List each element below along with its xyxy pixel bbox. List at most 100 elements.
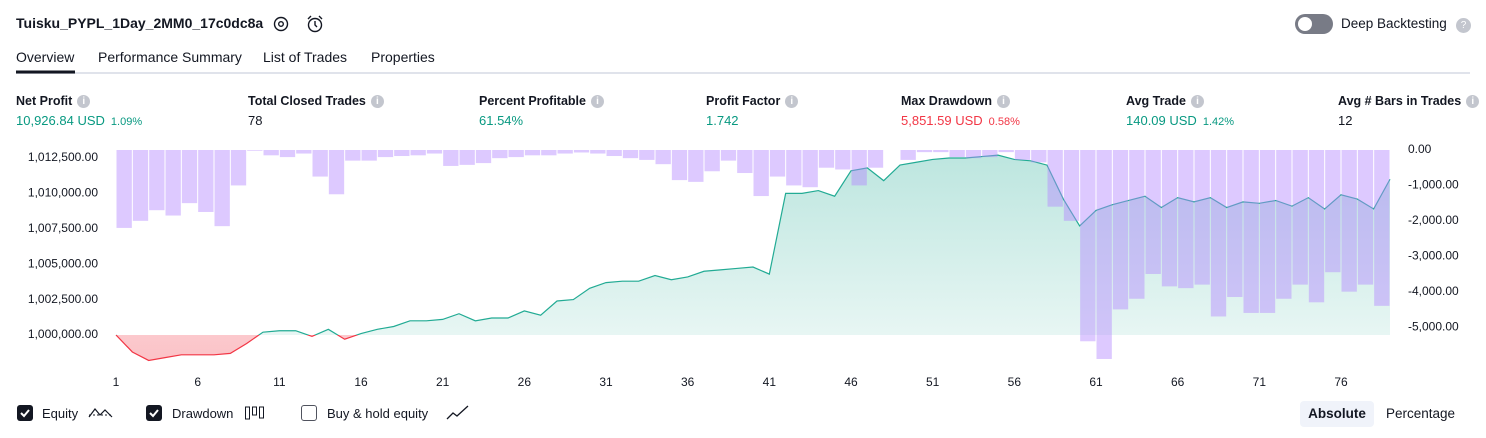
x-tick-label: 71 [1253, 375, 1267, 389]
info-icon[interactable]: i [370, 95, 384, 108]
metric-value-text: 12 [1338, 113, 1353, 128]
equity-checkbox[interactable] [17, 405, 33, 421]
toggle-label: Deep Backtesting [1341, 16, 1447, 31]
x-tick-label: 46 [844, 375, 858, 389]
drawdown-bar [1178, 150, 1194, 289]
x-tick-label: 76 [1334, 375, 1348, 389]
drawdown-bar [1259, 150, 1276, 313]
drawdown-bar [410, 150, 426, 156]
drawdown-bar [443, 150, 459, 166]
drawdown-bar [116, 150, 132, 228]
metric-value: 61.54% [479, 113, 523, 128]
drawdown-bar [541, 150, 557, 156]
drawdown-bar [247, 150, 263, 151]
tab[interactable]: List of Trades [263, 49, 348, 65]
drawdown-bar [1112, 150, 1129, 310]
metric-label: Max Drawdown i [901, 94, 1010, 108]
drawdown-bar [345, 150, 361, 161]
metric-value-text: 10,926.84 USD [16, 113, 105, 128]
metric-label-text: Max Drawdown [901, 94, 992, 108]
tab[interactable]: Performance Summary [98, 49, 242, 65]
drawdown-bar [230, 150, 247, 186]
y2-tick-label: -4,000.00 [1408, 284, 1459, 298]
metric-label: Percent Profitable i [479, 94, 604, 108]
info-icon[interactable]: i [997, 95, 1010, 108]
drawdown-bar [132, 150, 149, 221]
buy-hold-icon [446, 405, 469, 420]
drawdown-bar [933, 150, 949, 153]
x-tick-label: 51 [926, 375, 940, 389]
drawdown-bar [1063, 150, 1080, 221]
drawdown-bar [524, 150, 541, 156]
drawdown-bar [916, 150, 933, 153]
metric-value-text: 140.09 USD [1126, 113, 1197, 128]
drawdown-bar [328, 150, 345, 195]
x-tick-label: 1 [113, 375, 120, 389]
drawdown-bar [851, 150, 867, 186]
drawdown-bar [508, 150, 524, 158]
metric-value: 1.742 [706, 113, 739, 128]
drawdown-bar [296, 150, 312, 154]
info-icon[interactable]: i [77, 95, 91, 108]
y-tick-label: 1,012,500.00 [28, 150, 98, 164]
drawdown-bar [753, 150, 769, 197]
tab[interactable]: Overview [16, 49, 75, 65]
drawdown-bar [1227, 150, 1243, 297]
metric-value-text: 5,851.59 USD [901, 113, 983, 128]
deep-backtesting-toggle[interactable] [1295, 14, 1333, 34]
drawdown-bar [835, 150, 851, 170]
drawdown-bar [573, 150, 590, 153]
info-icon[interactable]: i [1466, 95, 1480, 108]
drawdown-bar [1194, 150, 1210, 285]
metric-label: Net Profit i [16, 94, 91, 108]
metric-value: 12 [1338, 113, 1352, 128]
metric-value-text: 61.54% [479, 113, 524, 128]
drawdown-bar [312, 150, 328, 177]
metric-value: 140.09 USD 1.42% [1126, 113, 1234, 128]
drawdown-bar [492, 150, 508, 159]
drawdown-bar [1080, 150, 1096, 342]
drawdown-bar [769, 150, 786, 177]
equity-area [258, 155, 1390, 335]
drawdown-bar [671, 150, 688, 181]
drawdown-bar [475, 150, 492, 164]
drawdown-bar [737, 150, 753, 174]
drawdown-bar [965, 150, 982, 159]
help-icon[interactable]: ? [1456, 18, 1471, 33]
drawdown-bar [639, 150, 655, 160]
legend-label: Equity [42, 406, 79, 421]
y2-tick-label: -2,000.00 [1408, 213, 1459, 227]
tab[interactable]: Properties [371, 49, 435, 65]
drawdown-bar [655, 150, 671, 165]
buy-hold-checkbox[interactable] [301, 405, 317, 421]
drawdown-bar [688, 150, 704, 182]
y2-tick-label: -3,000.00 [1408, 248, 1459, 262]
metric-label: Profit Factor i [706, 94, 799, 108]
drawdown-bar [606, 150, 622, 157]
settings-icon[interactable] [272, 15, 290, 33]
drawdown-bar [1210, 150, 1227, 317]
info-icon[interactable]: i [590, 95, 604, 108]
absolute-button[interactable]: Absolute [1300, 401, 1374, 427]
metric-value-text: 1.742 [706, 113, 739, 128]
metric-percent: 1.09% [110, 116, 143, 128]
drawdown-bar [1047, 150, 1063, 207]
drawdown-checkbox[interactable] [146, 405, 162, 421]
x-tick-label: 41 [763, 375, 777, 389]
percentage-button[interactable]: Percentage [1386, 406, 1456, 421]
info-icon[interactable]: i [1190, 95, 1204, 108]
metric-value: 5,851.59 USD 0.58% [901, 113, 1020, 128]
x-tick-label: 11 [273, 375, 286, 389]
drawdown-bar [818, 150, 835, 168]
metric-label-text: Avg Trade [1126, 94, 1186, 108]
metric-value: 78 [248, 113, 262, 128]
alert-icon[interactable] [305, 14, 325, 34]
equity-area-negative [116, 334, 1390, 361]
info-icon[interactable]: i [785, 95, 799, 108]
metric-value-text: 78 [248, 113, 263, 128]
x-tick-label: 26 [518, 375, 532, 389]
metric-label-text: Percent Profitable [479, 94, 586, 108]
drawdown-bar [1161, 150, 1178, 287]
x-tick-label: 56 [1008, 375, 1022, 389]
equity-icon [88, 408, 113, 418]
